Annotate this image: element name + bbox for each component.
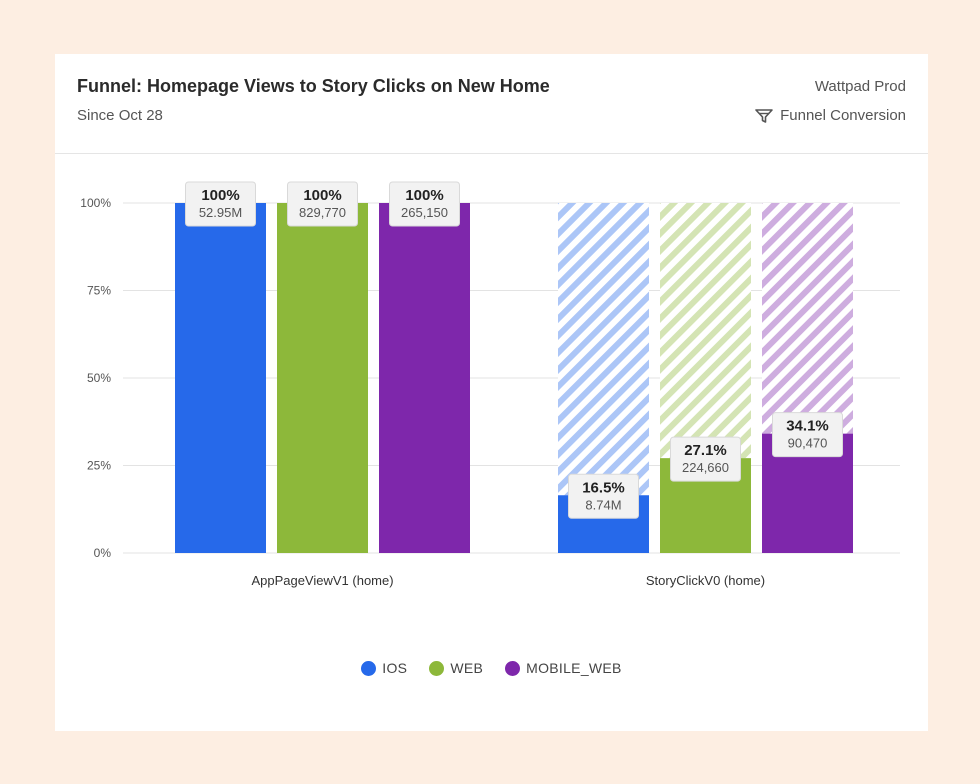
data-label-count: 8.74M bbox=[585, 497, 621, 512]
bar bbox=[277, 203, 368, 553]
x-category-label: AppPageViewV1 (home) bbox=[251, 573, 393, 588]
data-label-percent: 100% bbox=[405, 187, 443, 204]
data-label-box bbox=[568, 473, 639, 519]
data-label-percent: 16.5% bbox=[582, 479, 625, 496]
data-label-percent: 34.1% bbox=[786, 418, 829, 435]
legend-item-mobile-web[interactable]: MOBILE_WEB bbox=[505, 660, 622, 676]
legend-dot-icon bbox=[361, 660, 377, 676]
bar-dropoff bbox=[660, 203, 751, 459]
analysis-type-label: Funnel Conversion bbox=[780, 107, 906, 124]
data-label-box bbox=[287, 181, 358, 227]
legend-item-web[interactable]: WEB bbox=[429, 660, 483, 676]
data-label-percent: 27.1% bbox=[684, 442, 727, 459]
funnel-icon bbox=[755, 108, 773, 123]
data-label-percent: 100% bbox=[201, 187, 239, 204]
legend-label: MOBILE_WEB bbox=[526, 660, 622, 676]
bar bbox=[379, 203, 470, 553]
chart-subtitle: Since Oct 28 bbox=[77, 107, 163, 124]
chart-legend: IOS WEB MOBILE_WEB bbox=[55, 660, 928, 676]
data-label-box bbox=[772, 412, 843, 458]
chart-card: Funnel: Homepage Views to Story Clicks o… bbox=[55, 54, 928, 731]
legend-dot-icon bbox=[505, 660, 521, 676]
data-label-count: 829,770 bbox=[299, 205, 346, 220]
y-tick-label: 100% bbox=[80, 196, 111, 210]
data-label-count: 224,660 bbox=[682, 460, 729, 475]
chart-title: Funnel: Homepage Views to Story Clicks o… bbox=[77, 76, 550, 96]
legend-item-ios[interactable]: IOS bbox=[361, 660, 407, 676]
data-label-count: 90,470 bbox=[788, 436, 828, 451]
data-label-count: 265,150 bbox=[401, 205, 448, 220]
y-tick-label: 75% bbox=[87, 284, 111, 298]
legend-label: WEB bbox=[450, 660, 484, 676]
y-tick-label: 25% bbox=[87, 459, 111, 473]
legend-dot-icon bbox=[429, 660, 445, 676]
data-label-percent: 100% bbox=[303, 187, 341, 204]
data-label-box bbox=[185, 181, 256, 227]
funnel-chart: 0%25%50%75%100% 100%52.95M100%829,770100%… bbox=[80, 181, 900, 588]
y-tick-label: 50% bbox=[87, 371, 111, 385]
data-label-count: 52.95M bbox=[199, 205, 242, 220]
bar-dropoff bbox=[762, 203, 853, 434]
y-tick-label: 0% bbox=[94, 546, 112, 560]
x-category-label: StoryClickV0 (home) bbox=[646, 573, 765, 588]
project-name[interactable]: Wattpad Prod bbox=[814, 78, 906, 95]
bar-dropoff bbox=[558, 203, 649, 496]
analysis-type[interactable]: Funnel Conversion bbox=[755, 107, 906, 124]
legend-label: IOS bbox=[382, 660, 408, 676]
bar bbox=[175, 203, 266, 553]
data-label-box bbox=[670, 436, 741, 482]
header-divider bbox=[55, 153, 928, 154]
data-label-box bbox=[389, 181, 460, 227]
